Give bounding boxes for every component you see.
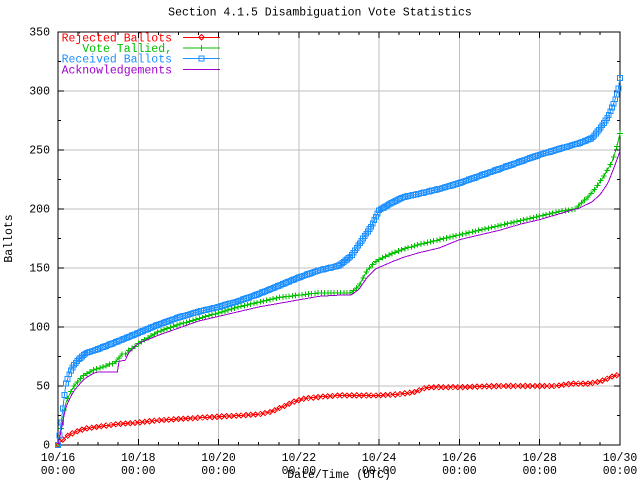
svg-text:350: 350 — [29, 27, 50, 40]
svg-text:10/16: 10/16 — [41, 452, 76, 465]
svg-text:100: 100 — [29, 322, 50, 335]
svg-text:00:00: 00:00 — [442, 465, 477, 478]
svg-text:300: 300 — [29, 86, 50, 99]
svg-text:250: 250 — [29, 145, 50, 158]
svg-text:150: 150 — [29, 263, 50, 276]
svg-text:00:00: 00:00 — [201, 465, 236, 478]
svg-text:10/22: 10/22 — [282, 452, 317, 465]
svg-text:10/24: 10/24 — [362, 452, 397, 465]
svg-text:200: 200 — [29, 204, 50, 217]
svg-text:10/28: 10/28 — [522, 452, 557, 465]
svg-text:Acknowledgements: Acknowledgements — [62, 64, 172, 77]
svg-text:00:00: 00:00 — [522, 465, 557, 478]
svg-text:10/20: 10/20 — [201, 452, 236, 465]
svg-text:00:00: 00:00 — [41, 465, 76, 478]
svg-text:10/30: 10/30 — [603, 452, 638, 465]
svg-text:Ballots: Ballots — [3, 214, 16, 262]
svg-text:00:00: 00:00 — [603, 465, 638, 478]
svg-text:Section 4.1.5 Disambiguation V: Section 4.1.5 Disambiguation Vote Statis… — [168, 7, 472, 20]
svg-text:0: 0 — [43, 440, 50, 453]
svg-text:10/26: 10/26 — [442, 452, 477, 465]
svg-text:Date/Time (UTC): Date/Time (UTC) — [287, 469, 391, 480]
svg-text:10/18: 10/18 — [121, 452, 156, 465]
svg-text:00:00: 00:00 — [121, 465, 156, 478]
svg-text:50: 50 — [36, 381, 50, 394]
